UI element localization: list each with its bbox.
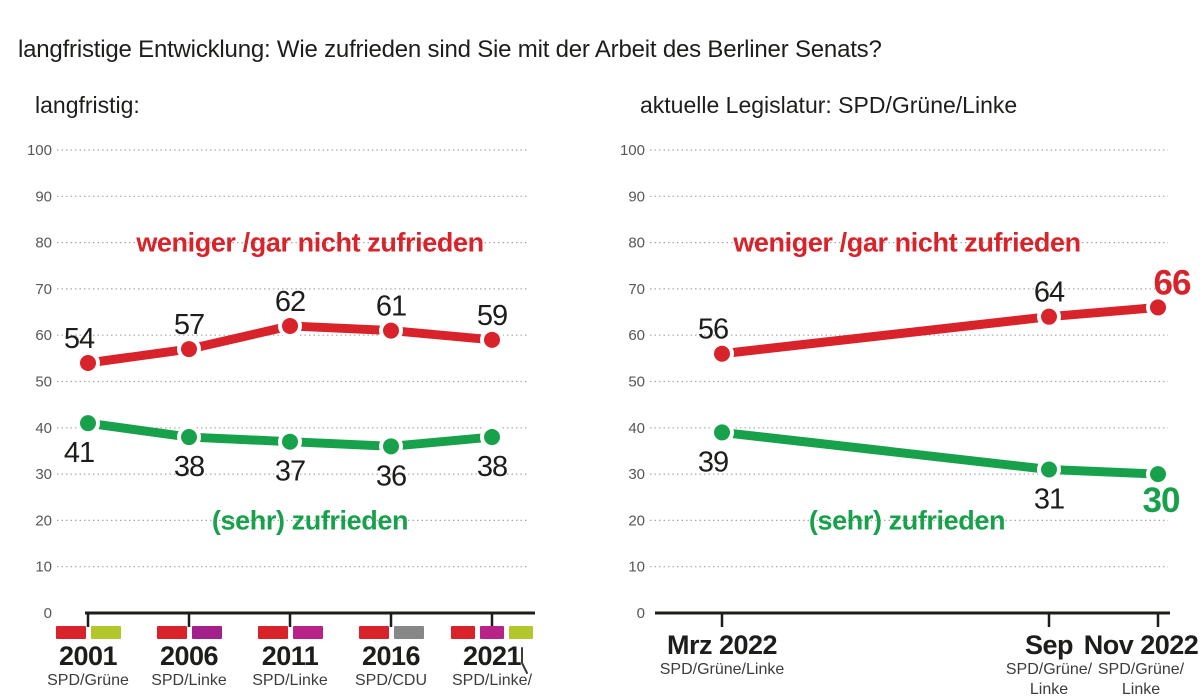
value-label: 30: [1143, 481, 1180, 520]
value-label: 38: [174, 451, 204, 483]
series-annotation: (sehr) zufrieden: [212, 505, 408, 535]
series-annotation: weniger /gar nicht zufrieden: [135, 228, 483, 258]
y-tick-label: 50: [35, 374, 52, 391]
page-title: langfristige Entwicklung: Wie zufrieden …: [18, 36, 882, 63]
y-tick-label: 60: [628, 327, 645, 344]
y-tick-label: 70: [35, 281, 52, 298]
data-point: [181, 429, 197, 446]
value-label: 57: [174, 309, 204, 341]
y-tick-label: 80: [628, 235, 645, 252]
value-label: 59: [477, 300, 507, 332]
value-label: 41: [64, 437, 94, 469]
y-tick-label: 20: [628, 512, 645, 529]
y-tick-label: 10: [628, 559, 645, 576]
left-chart-title: langfristig:: [35, 92, 140, 118]
coalition-label: Linke: [1121, 680, 1161, 698]
coalition-label: SPD/Linke/: [451, 672, 533, 689]
data-point: [484, 331, 500, 348]
y-tick-label: 30: [628, 466, 645, 483]
data-point: [714, 424, 730, 441]
y-tick-label: 50: [628, 374, 645, 391]
value-label: 64: [1034, 277, 1065, 309]
data-point: [383, 322, 399, 339]
left-chart: 0 10 20 30 40 50 60 70 80 90 100 weniger /gar nicht…: [27, 142, 535, 627]
text-cursor-icon: [521, 647, 528, 674]
y-tick-label: 90: [35, 188, 52, 205]
y-tick-label: 40: [35, 420, 52, 437]
data-point: [1150, 466, 1166, 483]
series-line: [717, 427, 1163, 479]
value-label: 39: [698, 446, 728, 478]
coalition-label: Linke: [1029, 680, 1069, 698]
y-tick-label: 30: [35, 466, 52, 483]
data-point: [714, 345, 730, 362]
value-label: 66: [1154, 263, 1191, 302]
y-tick-label: 70: [628, 281, 645, 298]
coalition-label: SPD/Linke: [151, 672, 227, 689]
right-chart-title: aktuelle Legislatur: SPD/Grüne/Linke: [640, 92, 1018, 118]
data-point: [383, 438, 399, 455]
data-point: [1041, 308, 1057, 325]
data-point: [1041, 461, 1057, 478]
y-tick-label: 10: [35, 559, 52, 576]
value-label: 38: [477, 451, 507, 483]
value-label: 61: [376, 291, 406, 323]
y-tick-label: 40: [628, 420, 645, 437]
value-label: 36: [376, 460, 406, 492]
value-label: 37: [275, 456, 305, 488]
data-point: [282, 317, 298, 334]
data-point: [80, 415, 96, 432]
data-point: [1150, 299, 1166, 316]
value-label: 62: [275, 286, 305, 318]
coalition-label: SPD/Linke: [252, 672, 328, 689]
value-label: 54: [64, 323, 95, 355]
infographic-page: langfristige Entwicklung: Wie zufrieden …: [18, 36, 1199, 698]
coalition-label: SPD/Grüne: [47, 672, 129, 689]
y-tick-label: 100: [27, 142, 52, 159]
series-annotation: weniger /gar nicht zufrieden: [732, 228, 1080, 258]
data-point: [484, 429, 500, 446]
value-label: 31: [1034, 483, 1064, 515]
right-chart: 0 10 20 30 40 50 60 70 80 90 100 weniger /gar nicht…: [620, 142, 1192, 627]
coalition-label: SPD/CDU: [354, 672, 427, 689]
y-tick-label: 90: [628, 188, 645, 205]
data-point: [282, 433, 298, 450]
value-label: 56: [698, 314, 728, 346]
y-tick-label: 0: [637, 605, 645, 622]
y-tick-label: 20: [35, 512, 52, 529]
y-tick-label: 60: [35, 327, 52, 344]
data-point: [80, 354, 96, 371]
y-tick-label: 100: [620, 142, 645, 159]
data-point: [181, 341, 197, 358]
y-tick-label: 0: [44, 605, 52, 622]
series-line: [717, 302, 1163, 359]
y-tick-label: 80: [35, 235, 52, 252]
series-annotation: (sehr) zufrieden: [809, 505, 1005, 535]
